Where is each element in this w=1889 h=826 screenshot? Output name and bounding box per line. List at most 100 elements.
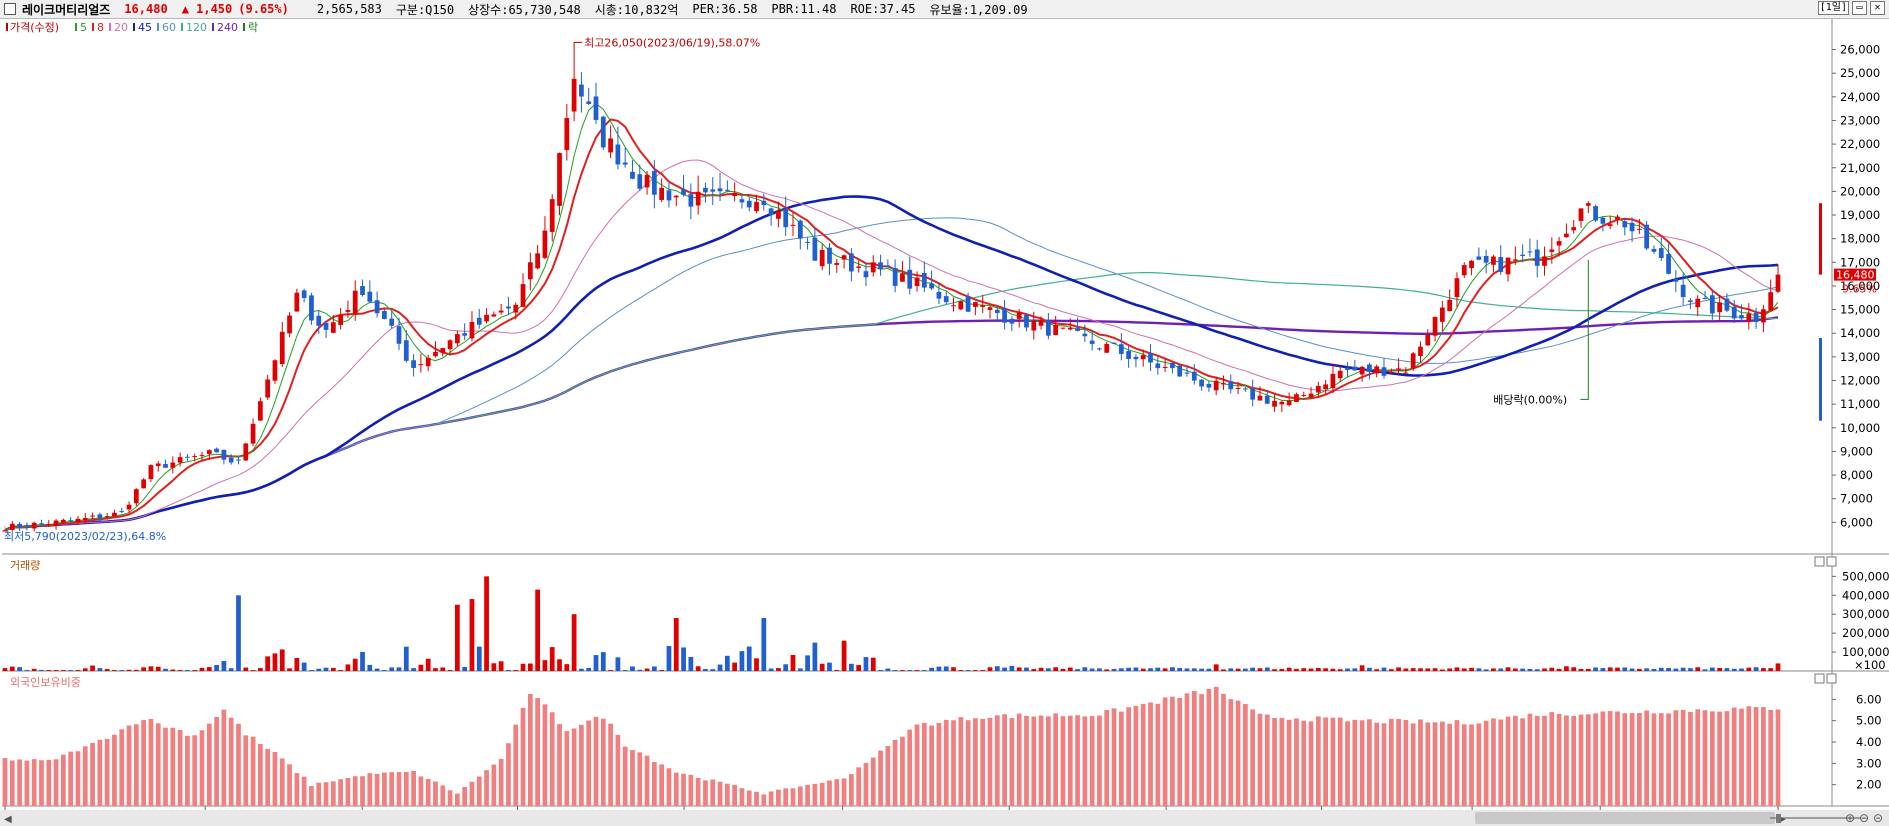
foreign-bar (228, 717, 234, 806)
price-tick-label: 20,000 (1840, 184, 1880, 198)
foreign-bar (257, 743, 263, 806)
volume-bar (1454, 667, 1460, 671)
price-tick-label: 25,000 (1840, 66, 1880, 80)
foreign-bar (294, 773, 300, 806)
foreign-bar (724, 783, 730, 806)
candle-body (1221, 383, 1226, 385)
candle-body (1170, 362, 1175, 369)
candle-body (1337, 370, 1343, 379)
foreign-bar (1666, 713, 1671, 806)
volume-bar (1432, 668, 1438, 671)
volume-bar (1257, 668, 1263, 671)
foreign-bar (878, 750, 883, 806)
foreign-bar (396, 772, 402, 806)
volume-bar (951, 667, 956, 671)
volume-bar (1447, 668, 1453, 671)
candle-body (1177, 365, 1183, 377)
volume-bar (1439, 669, 1445, 671)
foreign-bar (1067, 715, 1073, 806)
foreign-bar (1082, 716, 1088, 806)
foreign-bar (856, 767, 862, 806)
foreign-bar (651, 762, 657, 806)
volume-bar (272, 653, 278, 671)
legend-marker (109, 23, 111, 31)
volume-bar (1031, 669, 1037, 671)
candle-body (1045, 320, 1051, 336)
volume-bar (1724, 668, 1730, 671)
candle-body (1636, 228, 1642, 230)
stock-info-bar: 레이크머티리얼즈 16,480 ▲ 1,450 (9.65%) 2,565,583… (0, 0, 1889, 19)
foreign-bar (1104, 710, 1110, 806)
candle-body (914, 277, 920, 287)
foreign-bar (1746, 706, 1752, 806)
volume-bar (104, 669, 110, 671)
foreign-bar (586, 720, 592, 806)
candle-body (783, 208, 789, 228)
volume-bar (1410, 668, 1416, 671)
volume-bar (199, 667, 205, 671)
foreign-bar (564, 731, 570, 806)
foreign-bar (462, 786, 468, 806)
candle-body (119, 511, 125, 513)
volume-bar (1534, 669, 1540, 671)
period-button[interactable]: [1일] (1817, 1, 1849, 15)
candle-body (900, 273, 905, 282)
volume-bar (1666, 668, 1671, 671)
volume-bar (24, 670, 30, 671)
foreign-bar (1199, 694, 1204, 806)
candle-body (1695, 298, 1701, 308)
dividend-annotation: 배당락(0.00%) (1493, 393, 1567, 406)
candle-body (1447, 299, 1453, 312)
foreign-bar (761, 794, 767, 806)
foreign-bar (1024, 715, 1029, 806)
volume-bar (484, 576, 489, 671)
foreign-bar (1731, 707, 1737, 806)
foreign-bar (1439, 721, 1445, 806)
volume-bar (1746, 667, 1752, 671)
candle-body (345, 309, 351, 312)
candle-body (1053, 324, 1059, 336)
foreign-bar (863, 762, 869, 806)
restore-icon[interactable]: ▭ (1852, 1, 1867, 15)
volume-bar (374, 668, 380, 671)
candle-body (1534, 249, 1540, 266)
foreign-bar (1374, 722, 1380, 806)
foreign-bar (1571, 715, 1577, 806)
close-icon[interactable]: ✕ (1870, 1, 1885, 15)
legend-item: 락 (248, 21, 258, 34)
candle-body (1082, 333, 1088, 337)
foreign-bar (279, 758, 285, 806)
foreign-bar (870, 757, 876, 806)
foreign-bar (1622, 713, 1628, 806)
candle-body (1009, 318, 1015, 324)
price-tag: 16,480 (1836, 269, 1875, 282)
foreign-bar (476, 776, 482, 806)
candle-body (958, 301, 964, 310)
foreign-bar (403, 771, 409, 806)
foreign-bar (1564, 715, 1569, 806)
volume-bar (659, 670, 665, 671)
checkbox-icon[interactable] (4, 3, 16, 15)
volume-bar (206, 667, 212, 671)
volume-bar (739, 651, 745, 671)
candle-body (389, 318, 395, 326)
volume-bar (914, 670, 920, 671)
volume-bar (1512, 668, 1518, 671)
foreign-bar (783, 788, 789, 806)
candle-body (703, 187, 708, 193)
foreign-bar (440, 785, 446, 806)
candle-body (557, 153, 562, 206)
foreign-bar (1330, 717, 1336, 806)
volume-bar (1651, 669, 1657, 671)
stock-chart[interactable]: 26,000 25,000 24,000 23,000 22,000 21,000 20,0… (0, 19, 1889, 826)
foreign-bar (309, 786, 314, 806)
candle-body (1118, 344, 1124, 354)
volume-bar (1629, 668, 1635, 671)
foreign-bar (819, 782, 825, 806)
volume-bar (870, 657, 876, 671)
foreign-bar (1352, 719, 1358, 806)
volume-bar (411, 668, 416, 671)
volume-bar (856, 665, 862, 671)
foreign-tick-label: 6.00 (1856, 692, 1882, 706)
foreign-bar (1345, 721, 1350, 806)
